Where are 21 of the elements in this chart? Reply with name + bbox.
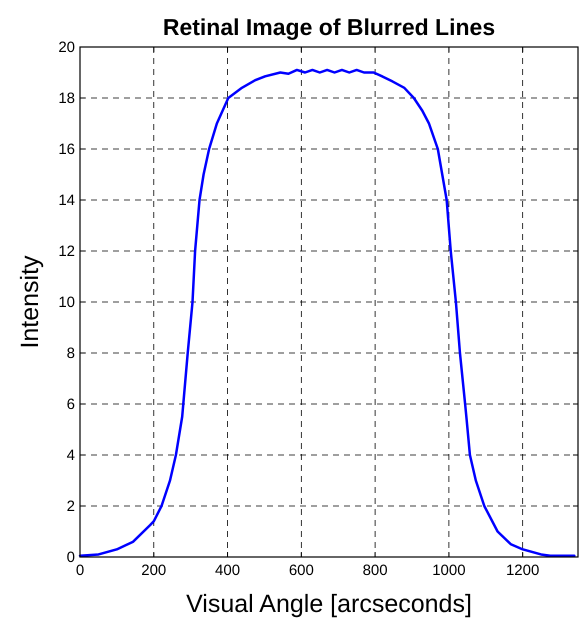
x-tick-label: 600 [288,562,314,579]
y-tick-label: 6 [66,396,75,413]
y-tick-label: 4 [66,447,75,464]
x-tick-label: 1000 [432,562,466,579]
y-tick-label: 8 [66,345,75,362]
chart-title: Retinal Image of Blurred Lines [162,14,496,40]
y-tick-label: 12 [58,243,75,260]
x-tick-label: 400 [215,562,240,579]
x-tick-label: 800 [362,562,388,579]
y-tick-label: 20 [58,39,75,56]
x-tick-label: 1200 [506,562,540,579]
x-tick-label: 200 [141,562,166,579]
line-series [78,68,576,557]
x-axis-title: Visual Angle [arcseconds] [186,590,472,618]
y-tick-label: 16 [58,141,75,158]
y-tick-label: 10 [58,294,75,311]
y-tick-label: 14 [58,192,75,209]
y-axis-title: Intensity [16,254,44,349]
y-tick-label: 0 [66,549,75,566]
y-tick-label: 2 [66,498,75,515]
y-tick-label: 18 [58,90,75,107]
